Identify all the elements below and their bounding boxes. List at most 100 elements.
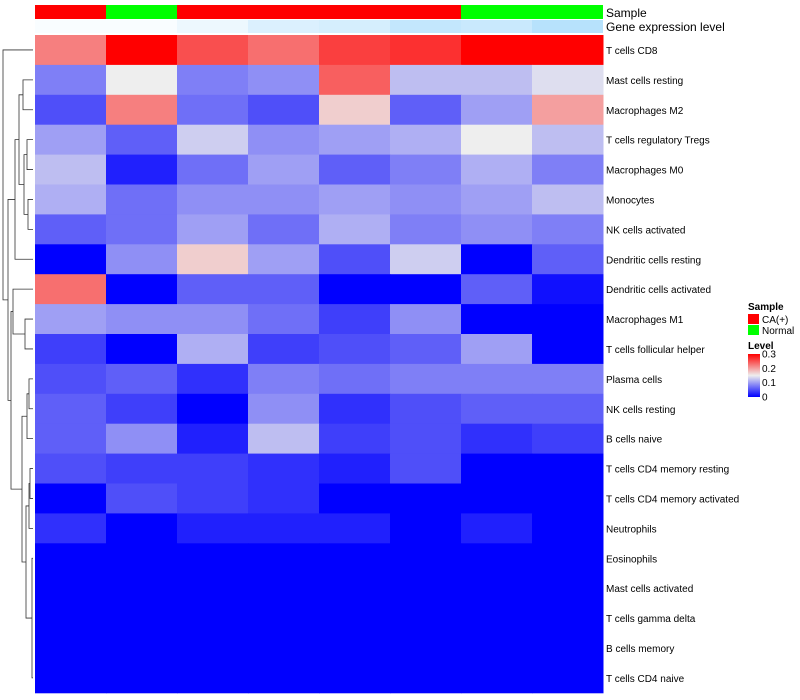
sample-annotation-cell xyxy=(319,5,390,19)
row-label: Macrophages M0 xyxy=(606,166,684,177)
heatmap-cell xyxy=(390,124,462,156)
dendrogram-link xyxy=(2,49,33,301)
heatmap-cell xyxy=(461,244,533,275)
heatmap-cell xyxy=(461,304,533,335)
heatmap-cell xyxy=(461,94,533,126)
heatmap-cell xyxy=(532,154,604,185)
dendrogram-link xyxy=(7,199,15,401)
heatmap-cell xyxy=(106,662,178,694)
heatmap-cell xyxy=(106,334,178,365)
heatmap-cell xyxy=(319,423,391,455)
heatmap-cell xyxy=(106,124,178,156)
heatmap-cell xyxy=(35,94,107,126)
row-label: B cells naive xyxy=(606,435,663,446)
heatmap-cell xyxy=(35,513,107,544)
heatmap-cell xyxy=(461,334,533,365)
heatmap-cell xyxy=(532,662,604,694)
heatmap-cell xyxy=(35,363,107,395)
heatmap-cell xyxy=(248,453,320,484)
heatmap-cell xyxy=(248,214,320,245)
heatmap-cell xyxy=(461,154,533,185)
heatmap-cell xyxy=(390,543,462,574)
heatmap-cell xyxy=(532,363,604,395)
heatmap-cell xyxy=(106,423,178,455)
heatmap-cell xyxy=(106,304,178,335)
legend-sample-items: CA(+)Normal xyxy=(748,314,794,337)
legend-level-ticks: 0.3 0.2 0.1 0 xyxy=(762,350,776,404)
dendrogram-link xyxy=(27,199,33,230)
heatmap-cell xyxy=(177,304,249,335)
heatmap-cell xyxy=(35,154,107,185)
heatmap-cell xyxy=(35,543,107,574)
heatmap-cell xyxy=(35,393,107,425)
row-label: Monocytes xyxy=(606,195,654,206)
heatmap-cell xyxy=(390,184,462,215)
sample-annotation-cell xyxy=(390,5,461,19)
heatmap-cell xyxy=(390,393,462,425)
row-label: T cells CD8 xyxy=(606,46,658,57)
row-label: Macrophages M1 xyxy=(606,315,684,326)
heatmap-cell xyxy=(319,543,391,574)
heatmap-cell xyxy=(461,513,533,544)
heatmap-cell xyxy=(177,64,249,96)
heatmap-cell xyxy=(177,662,249,694)
heatmap-cell xyxy=(461,363,533,395)
heatmap-cell xyxy=(390,214,462,245)
heatmap-cell xyxy=(319,35,391,66)
row-label: Macrophages M2 xyxy=(606,106,684,117)
sample-annotation-cell xyxy=(35,5,106,19)
heatmap-cell xyxy=(35,573,107,604)
heatmap-cell xyxy=(177,274,249,305)
heatmap-cell xyxy=(177,423,249,455)
legend-level-title: Level xyxy=(748,341,774,352)
heatmap-cell xyxy=(177,393,249,425)
heatmap-cell xyxy=(177,244,249,275)
dendrogram-link xyxy=(26,393,33,440)
heatmap-cell xyxy=(319,124,391,156)
heatmap-cell xyxy=(35,124,107,156)
heatmap-cell xyxy=(35,35,107,66)
heatmap-cell xyxy=(35,423,107,455)
gene-expression-annotation-cell xyxy=(35,20,106,33)
heatmap-cell xyxy=(35,662,107,694)
heatmap-cell xyxy=(248,154,320,185)
heatmap-cell xyxy=(319,214,391,245)
heatmap-cell xyxy=(461,603,533,634)
heatmap-cell xyxy=(461,64,533,96)
heatmap-cell xyxy=(177,513,249,544)
dendrogram-link xyxy=(26,139,33,170)
legend-sample-swatch xyxy=(748,314,759,324)
heatmap-cell xyxy=(106,453,178,484)
gene-expression-annotation-cell xyxy=(177,20,248,33)
heatmap-cell xyxy=(390,363,462,395)
heatmap-cell xyxy=(106,64,178,96)
heatmap-cell xyxy=(390,662,462,694)
row-label: Dendritic cells resting xyxy=(606,255,701,266)
heatmap-cell xyxy=(390,244,462,275)
heatmap-cell xyxy=(461,453,533,484)
heatmap-cell xyxy=(106,94,178,126)
heatmap-cell xyxy=(461,543,533,574)
heatmap-cell xyxy=(532,573,604,604)
heatmap-cell xyxy=(532,124,604,156)
heatmap-cell xyxy=(532,274,604,305)
heatmap-cell xyxy=(248,94,320,126)
heatmap-cell xyxy=(390,35,462,66)
heatmap-cell xyxy=(532,184,604,215)
heatmap-cell xyxy=(390,603,462,634)
heatmap-cell xyxy=(532,543,604,574)
legend-level-tick: 0.3 xyxy=(762,350,776,361)
heatmap-cell xyxy=(106,244,178,275)
gene-expression-annotation-cell xyxy=(390,20,461,33)
heatmap-cell xyxy=(35,334,107,365)
row-labels: T cells CD8 Mast cells resting Macrophages… xyxy=(606,46,739,685)
heatmap-cell xyxy=(319,244,391,275)
heatmap-cell xyxy=(461,124,533,156)
row-label: B cells memory xyxy=(606,644,674,655)
dendrogram-link xyxy=(29,468,33,499)
heatmap-cell xyxy=(319,184,391,215)
annotation-bars xyxy=(35,5,603,33)
heatmap-cell xyxy=(106,573,178,604)
row-label: NK cells resting xyxy=(606,405,675,416)
dendrogram-link xyxy=(28,378,33,410)
